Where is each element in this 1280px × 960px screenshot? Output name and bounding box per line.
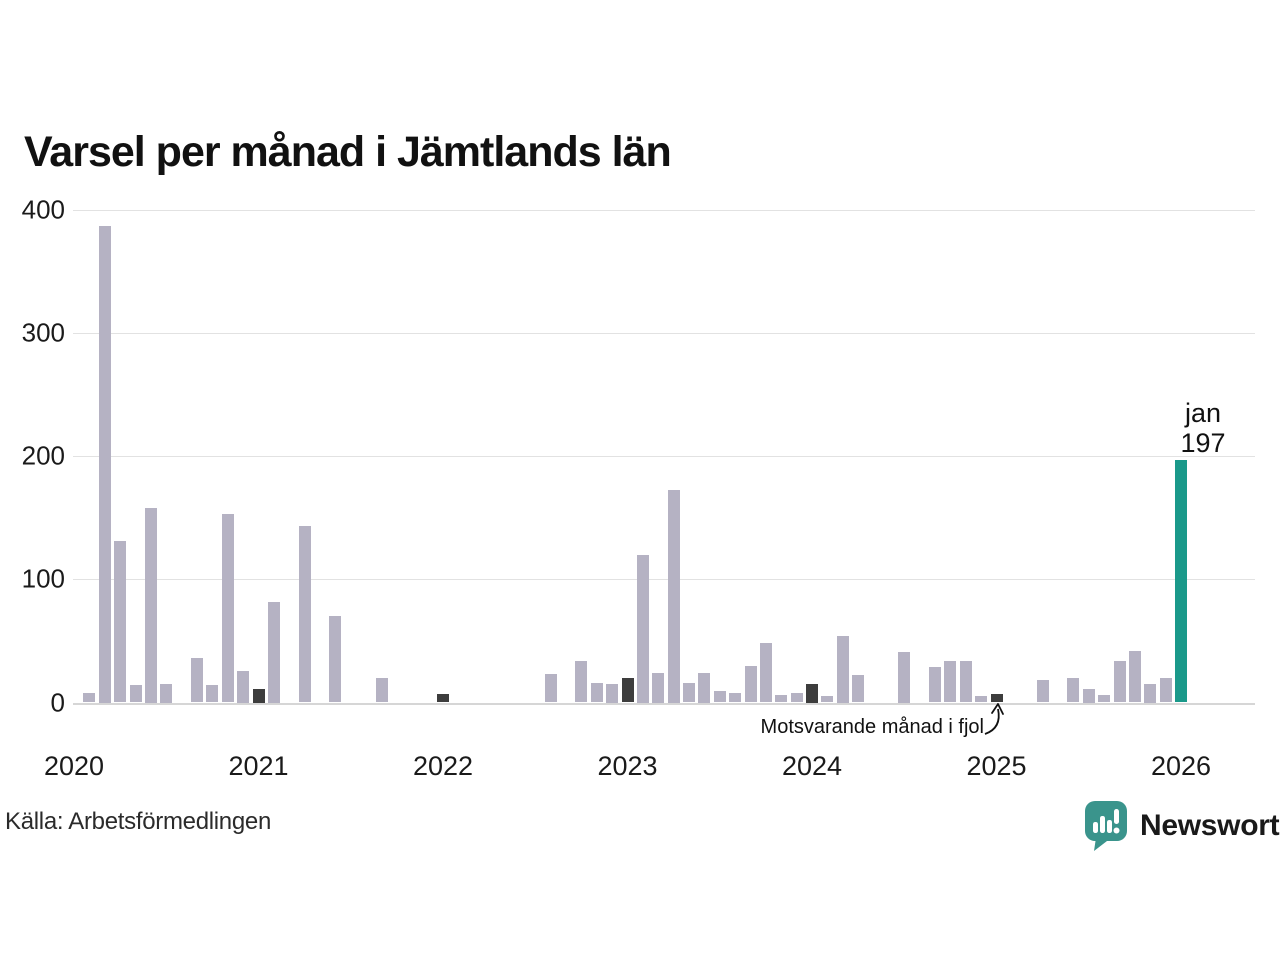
current-month-value: 197: [1180, 428, 1226, 458]
bar-2020-09: [191, 658, 203, 703]
gridline-300: [73, 333, 1255, 335]
bar-2023-08: [729, 692, 742, 703]
y-tick-label: 0: [50, 687, 65, 717]
bar-2023-02: [636, 554, 649, 703]
y-tick-label: 100: [21, 563, 65, 594]
bar-2024-10: [944, 660, 957, 703]
bar-2023-07: [713, 691, 726, 703]
bar-2025-11: [1144, 684, 1157, 703]
bar-2023-05: [683, 682, 695, 703]
bar-2020-02: [83, 692, 96, 703]
bar-2024-07: [898, 652, 911, 703]
bar-2022-12: [606, 684, 619, 703]
bar-2024-09: [929, 666, 941, 703]
bar-2023-03: [652, 673, 665, 703]
x-tick-label-2025: 2025: [966, 751, 1027, 781]
bar-2022-11: [590, 682, 603, 703]
gridline-200: [73, 456, 1255, 458]
bar-2024-04: [852, 675, 865, 703]
brand-logo: Newsworthy: [1085, 801, 1280, 851]
bar-2020-06: [144, 508, 157, 703]
bar-2020-03: [98, 226, 111, 703]
bar-2023-12: [790, 692, 803, 703]
x-tick-label-2023: 2023: [597, 751, 658, 781]
bar-2025-08: [1098, 695, 1111, 703]
bar-2024-12: [975, 696, 988, 703]
bar-2020-05: [129, 685, 142, 703]
annotation-arrow-icon: [984, 703, 1004, 735]
bar-2021-06: [329, 616, 342, 703]
bar-2022-01-prev_year: [437, 693, 449, 703]
bar-2024-02: [821, 696, 834, 703]
bar-2020-11: [221, 514, 234, 703]
bar-2025-01-prev_year: [990, 693, 1003, 703]
bar-2023-06: [698, 673, 711, 703]
chart-title: Varsel per månad i Jämtlands län: [24, 128, 672, 176]
x-tick-label-2022: 2022: [412, 751, 474, 781]
current-month-label: jan 197: [1163, 398, 1243, 458]
bar-2022-10: [575, 660, 588, 703]
brand-name: Newsworthy: [1140, 809, 1280, 842]
x-tick-label-2024: 2024: [781, 751, 843, 781]
bar-2020-04: [114, 541, 127, 703]
bar-2021-09: [375, 677, 388, 703]
bar-2023-10: [759, 643, 772, 703]
bar-2021-02: [267, 601, 280, 703]
bar-2025-09: [1113, 660, 1126, 703]
bar-2025-06: [1067, 677, 1080, 703]
bar-2023-04: [667, 489, 680, 703]
bar-2021-04: [298, 526, 311, 703]
y-tick-label: 300: [21, 317, 65, 348]
y-tick-label: 400: [21, 194, 65, 225]
bar-2020-07: [160, 684, 173, 703]
bar-2023-01-prev_year: [621, 677, 634, 703]
bar-2025-12: [1159, 677, 1172, 703]
bar-2020-10: [206, 685, 219, 703]
prev-year-annotation: Motsvarande månad i fjol: [760, 716, 984, 738]
current-month-name: jan: [1184, 398, 1222, 428]
bar-2024-03: [836, 636, 849, 703]
bar-2026-01-current: [1175, 459, 1187, 703]
x-tick-label-2026: 2026: [1150, 751, 1212, 781]
bar-2024-01-prev_year: [806, 684, 818, 703]
gridline-100: [73, 579, 1255, 581]
bar-2025-07: [1082, 689, 1095, 703]
gridline-400: [73, 210, 1255, 211]
y-tick-label: 200: [21, 440, 65, 471]
bar-2023-11: [775, 695, 788, 703]
newsworthy-bubble-icon: [1085, 801, 1127, 851]
bar-2021-01-prev_year: [252, 689, 265, 703]
bar-2025-04: [1036, 680, 1049, 703]
bar-2020-12: [237, 670, 250, 703]
x-tick-label-2021: 2021: [228, 751, 289, 781]
bar-2023-09: [744, 665, 757, 703]
bar-2022-08: [544, 674, 557, 703]
bar-2024-11: [959, 660, 972, 703]
x-tick-label-2020: 2020: [43, 751, 105, 781]
bar-2025-10: [1128, 650, 1141, 703]
source-note: Källa: Arbetsförmedlingen: [5, 808, 271, 835]
gridline-0: [73, 702, 1255, 705]
